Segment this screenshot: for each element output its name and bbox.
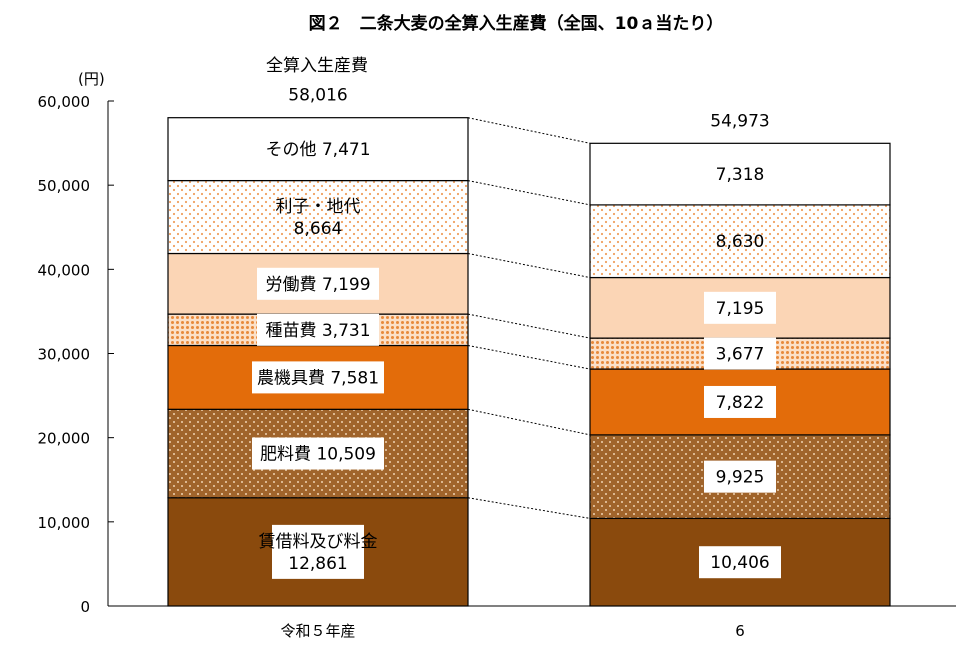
segment-label: 12,861 <box>288 554 347 574</box>
segment-label: 7,318 <box>716 165 765 185</box>
bar-segment <box>167 117 469 182</box>
y-tick-label: 10,000 <box>38 514 91 532</box>
segment-label: 労働費 7,199 <box>265 275 370 295</box>
y-axis-unit: (円) <box>78 70 105 88</box>
segment-label-box <box>704 337 776 370</box>
connector-line <box>467 180 591 206</box>
segment-label-box <box>699 546 781 579</box>
segment-label-box <box>704 460 776 493</box>
segment-label-box <box>252 437 384 470</box>
y-tick-label: 30,000 <box>38 346 91 364</box>
connector-line <box>467 345 591 370</box>
segment-label: その他 7,471 <box>265 140 370 160</box>
bar-segment <box>167 179 469 255</box>
total-value-label: 54,973 <box>710 111 769 131</box>
bar-segment <box>167 497 469 607</box>
segment-label: 8,664 <box>294 219 343 239</box>
y-tick-label: 50,000 <box>38 177 91 195</box>
segment-label: 7,195 <box>716 299 765 319</box>
connector-lines <box>467 117 591 519</box>
segment-label-box <box>252 361 384 394</box>
connector-line <box>467 253 591 279</box>
y-tick-label: 40,000 <box>38 261 91 279</box>
segment-label-box <box>272 524 364 579</box>
connector-line <box>467 408 591 436</box>
segment-label: 賃借料及び料金 <box>259 532 378 552</box>
y-tick-label: 0 <box>80 598 90 616</box>
segment-label: 10,406 <box>710 553 769 573</box>
connector-line <box>467 497 591 519</box>
connector-line <box>467 117 591 144</box>
y-axis-ticks: 0 10,000 20,000 30,000 40,000 50,000 60,000 <box>38 93 114 616</box>
total-value-label: 58,016 <box>288 86 347 106</box>
segment-label: 農機具費 7,581 <box>257 368 379 388</box>
segment-label: 7,822 <box>716 393 765 413</box>
category-label: 6 <box>735 622 745 640</box>
bar-segment <box>589 142 891 206</box>
bar-segment <box>589 204 891 279</box>
chart-title: 図２ 二条大麦の全算入生産費（全国、10ａ当たり） <box>309 13 724 34</box>
segment-label-box <box>704 291 776 324</box>
segment-label: 9,925 <box>716 468 765 488</box>
segment-label: 8,630 <box>716 232 765 252</box>
connector-line <box>467 313 591 339</box>
total-header: 全算入生産費 <box>266 56 368 76</box>
segment-label-box <box>257 267 379 300</box>
segment-label-box <box>704 385 776 418</box>
segment-label: 種苗費 3,731 <box>265 321 370 341</box>
segment-label: 利子・地代 <box>276 197 361 217</box>
y-tick-label: 20,000 <box>38 430 91 448</box>
category-label: 令和５年産 <box>280 622 355 640</box>
category-labels: 令和５年産 6 <box>280 622 744 640</box>
segment-label: 3,677 <box>716 345 765 365</box>
y-tick-label: 60,000 <box>38 93 91 111</box>
segment-label-box <box>257 313 379 346</box>
segment-label: 肥料費 10,509 <box>260 445 376 465</box>
